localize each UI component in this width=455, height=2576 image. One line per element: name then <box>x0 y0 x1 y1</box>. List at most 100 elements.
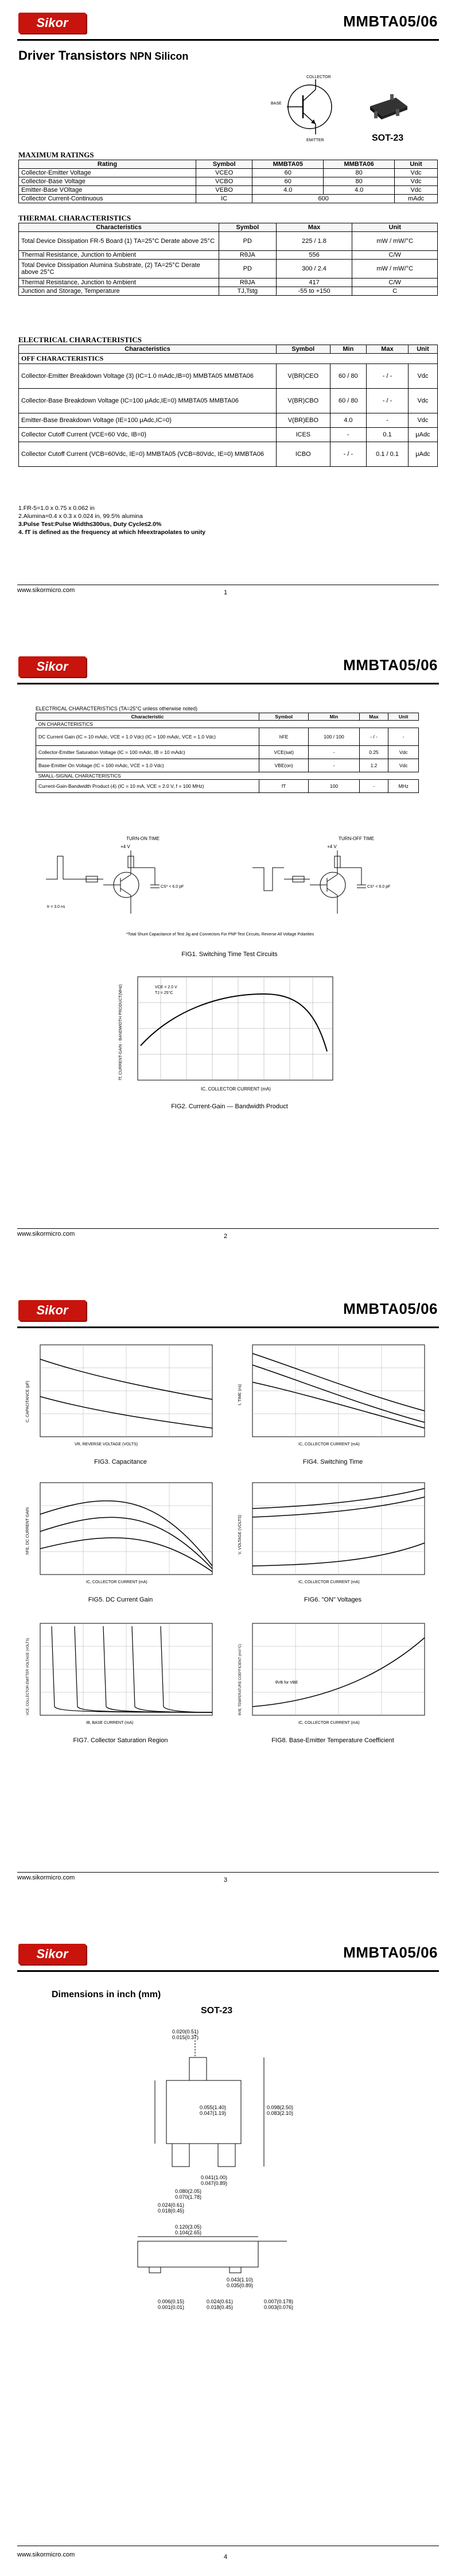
svg-text:IC, COLLECTOR CURRENT (mA): IC, COLLECTOR CURRENT (mA) <box>201 1086 271 1092</box>
page-1: Sikor MMBTA05/06 Driver Transistors NPN S… <box>0 0 455 644</box>
fig7-chart: IB, BASE CURRENT (mA) VCE, COLLECTOR-EMI… <box>26 1623 213 1725</box>
fig5-chart: IC, COLLECTOR CURRENT (mA) hFE, DC CURRE… <box>26 1482 213 1584</box>
table-row: Emitter-Base Breakdown Voltage (IE=100 μ… <box>18 413 438 428</box>
fig3-chart: VR, REVERSE VOLTAGE (VOLTS) C, CAPACITAN… <box>26 1344 213 1446</box>
brand-logo: Sikor <box>18 13 86 33</box>
svg-text:0.018(0.45): 0.018(0.45) <box>207 2304 233 2310</box>
thermal-table: Characteristics Symbol Max Unit Total De… <box>18 223 438 296</box>
brand-logo: Sikor <box>18 656 86 677</box>
svg-text:0.047(1.19): 0.047(1.19) <box>200 2110 226 2116</box>
fig2-caption: FIG2. Current-Gain — Bandwidth Product <box>171 1103 288 1110</box>
svg-text:+4 V: +4 V <box>327 844 337 849</box>
page-title: MMBTA05/06 <box>343 13 438 30</box>
npn-symbol-icon: COLLECTOR BASE EMITTER <box>271 75 332 142</box>
svg-text:0.055(1.40): 0.055(1.40) <box>200 2105 226 2110</box>
svg-text:0.041(1.00): 0.041(1.00) <box>201 2175 227 2180</box>
table-row: Base-Emitter On Voltage (IC = 100 mAdc, … <box>36 759 419 772</box>
header-rule <box>17 683 439 684</box>
svg-text:0.003(0.076): 0.003(0.076) <box>264 2304 293 2310</box>
svg-text:+4 V: +4 V <box>120 844 130 849</box>
table-row: Collector-Emitter Saturation Voltage (IC… <box>36 745 419 759</box>
svg-text:TURN-OFF TIME: TURN-OFF TIME <box>339 836 374 841</box>
header-rule <box>17 39 439 41</box>
svg-text:0.070(1.78): 0.070(1.78) <box>175 2194 201 2200</box>
footer-url: www.sikormicro.com <box>17 1874 75 1881</box>
svg-text:0.080(2.05): 0.080(2.05) <box>175 2188 201 2194</box>
svg-text:IC, COLLECTOR CURRENT (mA): IC, COLLECTOR CURRENT (mA) <box>298 1580 360 1584</box>
footer-url: www.sikormicro.com <box>17 1231 75 1237</box>
electrical-title: ELECTRICAL CHARACTERISTICS (TA=25°C unle… <box>36 706 197 711</box>
page-4: Sikor MMBTA05/06 Dimensions in inch (mm)… <box>0 1931 455 2575</box>
svg-text:TURN-ON TIME: TURN-ON TIME <box>126 836 160 841</box>
footnotes: 1.FR-5=1.0 x 0.75 x 0.062 in 2.Alumina=0… <box>18 505 206 536</box>
page-title: MMBTA05/06 <box>343 1944 438 1961</box>
svg-text:TJ = 25°C: TJ = 25°C <box>155 991 173 995</box>
table-row: Collector Cutoff Current (VCB=60Vdc, IE=… <box>18 442 438 467</box>
table-row: Thermal Resistance, Junction to Ambient R… <box>18 250 438 260</box>
header-rule <box>17 1326 439 1328</box>
svg-text:0.120(3.05): 0.120(3.05) <box>175 2224 201 2230</box>
fig2-chart: VCE = 2.0 V TJ = 25°C IC, COLLECTOR CURR… <box>119 976 333 1092</box>
svg-text:COLLECTOR: COLLECTOR <box>306 75 331 79</box>
dimensions-title: Dimensions in inch (mm) <box>52 1990 161 1999</box>
fig8-caption: FIG8. Base-Emitter Temperature Coefficie… <box>271 1737 394 1744</box>
max-ratings-title: MAXIMUM RATINGS <box>18 150 94 159</box>
fig8-chart: θVB for VBE IC, COLLECTOR CURRENT (mA) θ… <box>239 1623 425 1725</box>
fig4-caption: FIG4. Switching Time <box>302 1459 363 1465</box>
svg-text:EMITTER: EMITTER <box>306 138 324 142</box>
svg-text:VR, REVERSE VOLTAGE (VOLTS): VR, REVERSE VOLTAGE (VOLTS) <box>75 1442 138 1446</box>
svg-text:BASE: BASE <box>271 102 282 106</box>
svg-text:0.018(0.45): 0.018(0.45) <box>158 2208 184 2214</box>
sot23-dimension-drawing: 0.020(0.51) 0.015(0.37) 0.055(1.40) 0.04… <box>137 2029 293 2310</box>
header-rule <box>17 1970 439 1972</box>
svg-text:CS* < 6.0 pF: CS* < 6.0 pF <box>161 885 184 889</box>
svg-text:θVB for VBE: θVB for VBE <box>275 1681 298 1685</box>
brand-logo: Sikor <box>18 1300 86 1321</box>
footer-rule <box>17 1228 439 1229</box>
document-heading: Driver Transistors NPN Silicon <box>18 48 189 63</box>
svg-text:hFE, DC CURRENT GAIN: hFE, DC CURRENT GAIN <box>26 1507 30 1554</box>
package-label: SOT-23 <box>372 133 404 143</box>
svg-text:0.098(2.50): 0.098(2.50) <box>267 2105 293 2110</box>
svg-text:VCE = 2.0 V: VCE = 2.0 V <box>155 985 177 989</box>
page-number: 3 <box>224 1877 228 1883</box>
fig3-caption: FIG3. Capacitance <box>94 1459 147 1465</box>
table-row: Emitter-Base VOltage VEBO 4.0 4.0 Vdc <box>18 185 438 195</box>
svg-text:0.083(2.10): 0.083(2.10) <box>267 2110 293 2116</box>
svg-text:VCE, COLLECTOR-EMITTER VOLTAGE: VCE, COLLECTOR-EMITTER VOLTAGE (VOLTS) <box>26 1638 30 1715</box>
sot23-package-icon <box>370 94 407 119</box>
svg-text:0.104(2.65): 0.104(2.65) <box>175 2230 201 2235</box>
table-row: Collector-Emitter Voltage VCEO 60 80 Vdc <box>18 168 438 177</box>
fig4-chart: IC, COLLECTOR CURRENT (mA) t, TIME (ns) <box>238 1344 425 1446</box>
package-name: SOT-23 <box>201 2006 233 2016</box>
svg-text:V, VOLTAGE (VOLTS): V, VOLTAGE (VOLTS) <box>238 1515 242 1554</box>
svg-text:0.001(0.01): 0.001(0.01) <box>158 2304 184 2310</box>
brand-logo: Sikor <box>18 1944 86 1964</box>
svg-text:0.035(0.89): 0.035(0.89) <box>227 2283 253 2288</box>
electrical-table: Characteristics Symbol Min Max Unit OFF … <box>18 345 438 467</box>
svg-text:fT, CURRENT-GAIN - BANDWIDTH P: fT, CURRENT-GAIN - BANDWIDTH PRODUCT(MHz… <box>119 984 123 1080</box>
svg-text:0.007(0.178): 0.007(0.178) <box>264 2299 293 2304</box>
svg-text:0.006(0.15): 0.006(0.15) <box>158 2299 184 2304</box>
svg-text:*Total Shunt Capacitance of Te: *Total Shunt Capacitance of Test Jig and… <box>126 933 314 937</box>
svg-text:0.015(0.37): 0.015(0.37) <box>172 2035 199 2040</box>
page-number: 2 <box>224 1233 228 1240</box>
svg-text:IC, COLLECTOR CURRENT (mA): IC, COLLECTOR CURRENT (mA) <box>298 1442 360 1446</box>
table-row: Total Device Dissipation FR-5 Board (1) … <box>18 231 438 251</box>
table-row: Collector Cutoff Current (VCE=60 Vdc, IB… <box>18 427 438 442</box>
footer-rule <box>17 1872 439 1873</box>
table-row: Total Device Dissipation Alumina Substra… <box>18 259 438 279</box>
on-characteristics-table: Characteristic Symbol Min Max Unit ON CH… <box>36 713 419 793</box>
table-row: Thermal Resistance, Junction to Ambient R… <box>18 278 438 287</box>
switching-test-circuits: TURN-ON TIME TURN-OFF TIME +4 V tr = 3.0… <box>46 836 390 937</box>
svg-text:0.043(1.10): 0.043(1.10) <box>227 2277 253 2283</box>
fig1-caption: FIG1. Switching Time Test Circuits <box>181 951 278 958</box>
page-number: 4 <box>224 2554 228 2560</box>
svg-text:0.047(0.89): 0.047(0.89) <box>201 2180 227 2186</box>
fig6-caption: FIG6. "ON" Voltages <box>304 1596 362 1603</box>
svg-text:C, CAPACITANCE (pF): C, CAPACITANCE (pF) <box>26 1381 30 1422</box>
table-row: Collector Current-Continuous IC 600 mAdc <box>18 194 438 203</box>
table-row: DC Current Gain (IC = 10 mAdc, VCE = 1.0… <box>36 728 419 746</box>
electrical-title: ELECTRICAL CHARACTERISTICS <box>18 335 142 344</box>
page-3: Sikor MMBTA05/06 VR, REVERSE VOLTAGE (VO… <box>0 1287 455 1931</box>
